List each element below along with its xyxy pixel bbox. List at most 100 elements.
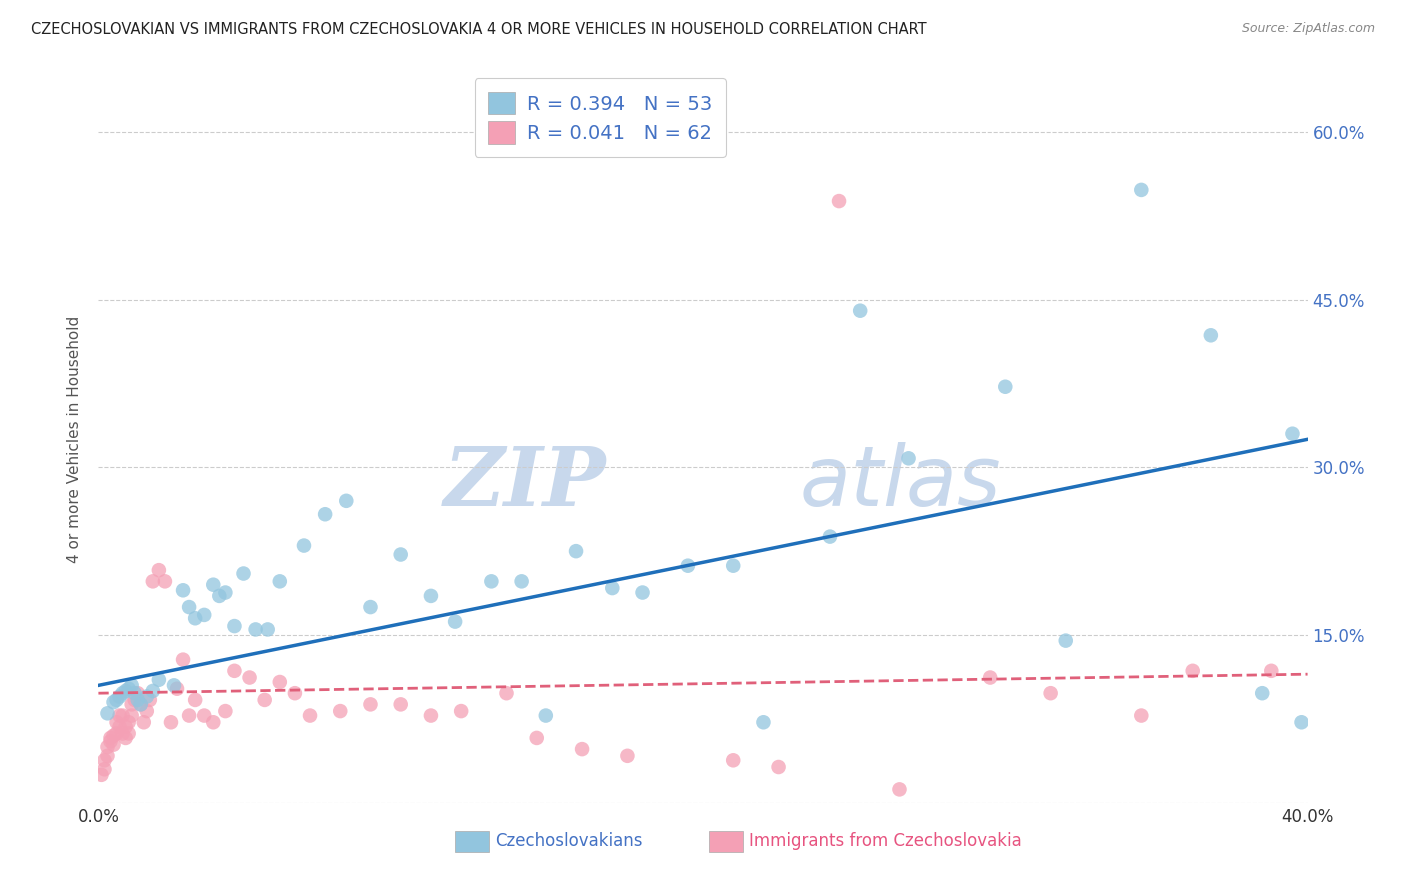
- Point: [118, 681, 141, 696]
- Point: [897, 451, 920, 466]
- Point: [723, 558, 745, 573]
- Point: [284, 686, 307, 700]
- Point: [495, 686, 517, 700]
- Point: [184, 693, 207, 707]
- Point: [253, 693, 276, 707]
- Point: [166, 681, 188, 696]
- Text: ZIP: ZIP: [444, 443, 606, 523]
- Point: [889, 782, 911, 797]
- Point: [360, 600, 382, 615]
- Point: [269, 574, 291, 589]
- Point: [239, 671, 262, 685]
- Point: [1130, 708, 1153, 723]
- Point: [184, 611, 207, 625]
- FancyBboxPatch shape: [456, 831, 489, 852]
- Point: [299, 708, 322, 723]
- Point: [631, 585, 654, 599]
- Point: [752, 715, 775, 730]
- Point: [121, 698, 143, 712]
- Point: [135, 704, 157, 718]
- Point: [269, 675, 291, 690]
- Point: [124, 693, 146, 707]
- Point: [420, 708, 443, 723]
- Point: [420, 589, 443, 603]
- Legend: R = 0.394   N = 53, R = 0.041   N = 62: R = 0.394 N = 53, R = 0.041 N = 62: [475, 78, 725, 157]
- Text: Czechoslovakians: Czechoslovakians: [495, 832, 643, 850]
- Point: [172, 583, 194, 598]
- Point: [1260, 664, 1282, 678]
- Point: [214, 585, 236, 599]
- Point: [208, 589, 231, 603]
- Point: [93, 753, 115, 767]
- Point: [148, 673, 170, 687]
- Point: [360, 698, 382, 712]
- Point: [90, 768, 112, 782]
- Point: [193, 607, 215, 622]
- Point: [124, 686, 146, 700]
- Point: [1251, 686, 1274, 700]
- Point: [1181, 664, 1204, 678]
- Point: [103, 695, 125, 709]
- Point: [118, 726, 141, 740]
- Point: [214, 704, 236, 718]
- Point: [1199, 328, 1222, 343]
- Point: [616, 748, 638, 763]
- Point: [256, 623, 278, 637]
- Point: [111, 726, 134, 740]
- Point: [1039, 686, 1062, 700]
- Point: [534, 708, 557, 723]
- Point: [148, 563, 170, 577]
- Point: [142, 574, 165, 589]
- Point: [121, 708, 143, 723]
- Text: CZECHOSLOVAKIAN VS IMMIGRANTS FROM CZECHOSLOVAKIA 4 OR MORE VEHICLES IN HOUSEHOL: CZECHOSLOVAKIAN VS IMMIGRANTS FROM CZECH…: [31, 22, 927, 37]
- Point: [103, 738, 125, 752]
- Point: [193, 708, 215, 723]
- Point: [1054, 633, 1077, 648]
- Point: [602, 581, 624, 595]
- Point: [96, 739, 118, 754]
- Point: [179, 600, 201, 615]
- Point: [224, 664, 246, 678]
- Point: [96, 706, 118, 721]
- Point: [129, 698, 152, 712]
- Point: [135, 690, 157, 704]
- Point: [994, 380, 1017, 394]
- Point: [172, 653, 194, 667]
- Point: [828, 194, 851, 208]
- Point: [100, 734, 122, 748]
- Point: [139, 693, 162, 707]
- Point: [481, 574, 503, 589]
- FancyBboxPatch shape: [709, 831, 742, 852]
- Point: [108, 708, 131, 723]
- Point: [111, 686, 134, 700]
- Point: [93, 762, 115, 776]
- Point: [1281, 426, 1303, 441]
- Point: [127, 686, 149, 700]
- Point: [100, 731, 122, 745]
- Point: [329, 704, 352, 718]
- Text: atlas: atlas: [800, 442, 1001, 524]
- Point: [118, 715, 141, 730]
- Point: [849, 303, 872, 318]
- Y-axis label: 4 or more Vehicles in Household: 4 or more Vehicles in Household: [67, 316, 83, 563]
- Point: [121, 678, 143, 692]
- Point: [1291, 715, 1313, 730]
- Point: [111, 708, 134, 723]
- Point: [103, 729, 125, 743]
- Point: [114, 720, 136, 734]
- Point: [979, 671, 1001, 685]
- Point: [142, 684, 165, 698]
- Point: [526, 731, 548, 745]
- Text: Source: ZipAtlas.com: Source: ZipAtlas.com: [1241, 22, 1375, 36]
- Point: [565, 544, 588, 558]
- Point: [179, 708, 201, 723]
- Point: [224, 619, 246, 633]
- Point: [105, 726, 128, 740]
- Point: [108, 690, 131, 704]
- Point: [818, 530, 841, 544]
- Point: [314, 508, 336, 522]
- Point: [723, 753, 745, 767]
- Point: [132, 715, 155, 730]
- Point: [160, 715, 183, 730]
- Point: [676, 558, 699, 573]
